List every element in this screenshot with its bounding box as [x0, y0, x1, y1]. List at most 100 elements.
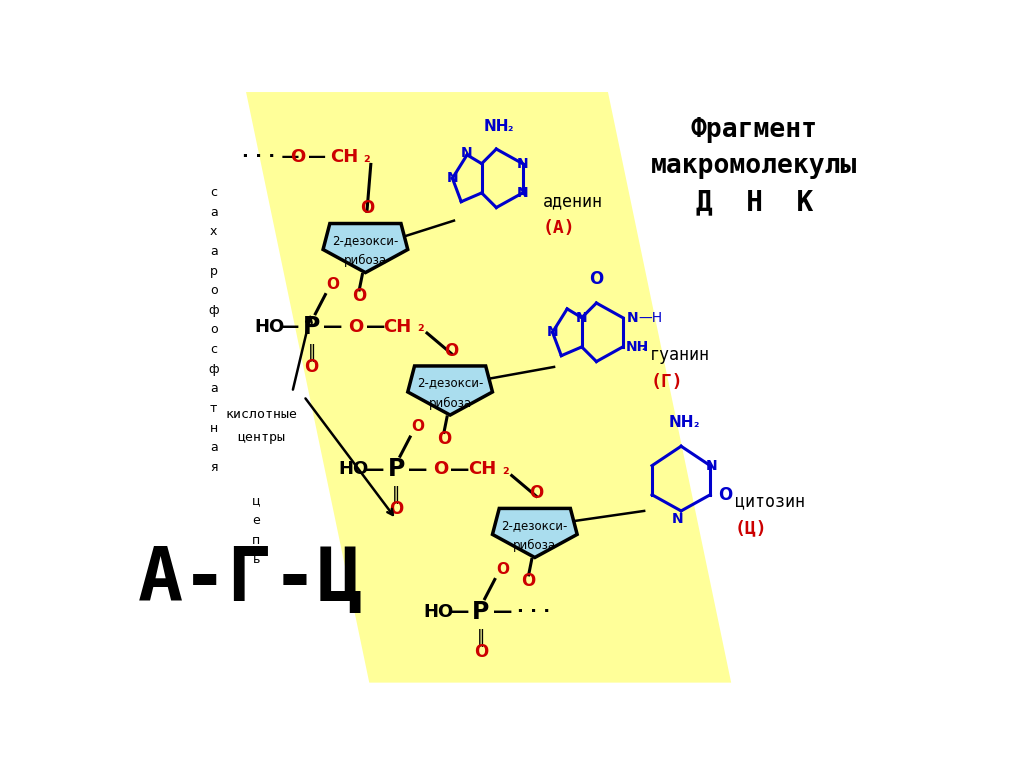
Text: макромолекулы: макромолекулы: [651, 153, 857, 179]
Text: O: O: [521, 572, 536, 590]
Text: а: а: [210, 206, 217, 219]
Text: е: е: [252, 514, 260, 527]
Text: N: N: [461, 146, 473, 160]
Text: O: O: [444, 342, 459, 360]
Text: ь: ь: [252, 553, 260, 566]
Text: P: P: [303, 315, 321, 339]
Text: (Г): (Г): [650, 374, 683, 391]
Text: —: —: [366, 318, 385, 337]
Text: ‖: ‖: [392, 486, 400, 504]
Text: O: O: [433, 460, 449, 479]
Polygon shape: [493, 509, 578, 558]
Text: N: N: [706, 459, 718, 472]
Text: O: O: [290, 149, 305, 166]
Text: O: O: [389, 500, 403, 518]
Text: N: N: [575, 311, 588, 324]
Text: CH: CH: [330, 149, 358, 166]
Text: ₂: ₂: [642, 342, 646, 352]
Text: Д  Н  К: Д Н К: [695, 188, 813, 216]
Text: —: —: [324, 318, 343, 337]
Text: цитозин: цитозин: [735, 492, 805, 511]
Text: O: O: [589, 271, 603, 288]
Text: н: н: [210, 422, 218, 435]
Text: п: п: [252, 534, 260, 547]
Text: (А): (А): [543, 219, 575, 237]
Text: · · · —: · · · —: [243, 149, 300, 166]
Text: N: N: [627, 311, 639, 324]
Text: А-Г-Ц: А-Г-Ц: [138, 544, 364, 617]
Text: N: N: [446, 171, 458, 186]
Text: —: —: [451, 460, 470, 479]
Text: HO: HO: [339, 460, 369, 479]
Text: CH: CH: [384, 318, 412, 336]
Text: рибоза: рибоза: [429, 397, 472, 410]
Polygon shape: [246, 92, 731, 683]
Text: N: N: [517, 156, 528, 170]
Text: рибоза: рибоза: [513, 539, 556, 552]
Text: ‖: ‖: [477, 629, 485, 647]
Text: —: —: [308, 149, 326, 166]
Text: O: O: [359, 199, 374, 217]
Text: —: —: [493, 602, 512, 621]
Text: с: с: [210, 343, 217, 356]
Text: P: P: [472, 600, 489, 624]
Text: N: N: [547, 325, 558, 339]
Text: о: о: [210, 324, 217, 337]
Text: х: х: [210, 225, 217, 239]
Text: ‖: ‖: [307, 344, 315, 362]
Text: —: —: [409, 460, 427, 479]
Text: · · ·: · · ·: [517, 603, 550, 621]
Text: NH: NH: [626, 340, 649, 354]
Text: р: р: [210, 265, 218, 278]
Text: O: O: [496, 562, 509, 577]
Text: —: —: [450, 602, 469, 621]
Text: CH: CH: [468, 460, 497, 479]
Text: я: я: [210, 461, 217, 474]
Text: с: с: [210, 186, 217, 199]
Text: 2-дезокси-: 2-дезокси-: [417, 377, 483, 390]
Text: —: —: [281, 318, 300, 337]
Text: N: N: [517, 186, 528, 200]
Text: ф: ф: [209, 304, 219, 317]
Text: а: а: [210, 382, 217, 395]
Text: O: O: [412, 420, 424, 434]
Text: N: N: [672, 512, 684, 526]
Text: ₂: ₂: [502, 462, 509, 477]
Text: ф: ф: [209, 363, 219, 376]
Text: —: —: [365, 460, 384, 479]
Text: O: O: [437, 430, 452, 447]
Polygon shape: [408, 366, 493, 415]
Text: аденин: аденин: [543, 193, 602, 210]
Text: O: O: [529, 484, 544, 502]
Text: O: O: [474, 643, 488, 661]
Text: NH: NH: [669, 415, 694, 430]
Text: а: а: [210, 245, 217, 258]
Text: кислотные: кислотные: [225, 408, 297, 421]
Text: P: P: [387, 457, 404, 482]
Text: гуанин: гуанин: [650, 347, 711, 364]
Text: рибоза: рибоза: [344, 254, 387, 267]
Text: O: O: [352, 287, 367, 305]
Text: 2-дезокси-: 2-дезокси-: [332, 234, 398, 247]
Text: т: т: [210, 402, 217, 415]
Text: O: O: [304, 358, 318, 376]
Text: ₂: ₂: [418, 319, 424, 334]
Text: ц: ц: [252, 495, 260, 507]
Text: O: O: [348, 318, 364, 336]
Text: O: O: [327, 277, 340, 292]
Text: —H: —H: [639, 311, 663, 324]
Text: HO: HO: [254, 318, 285, 336]
Text: (Ц): (Ц): [735, 519, 768, 538]
Text: ₂: ₂: [364, 150, 371, 165]
Polygon shape: [323, 223, 408, 272]
Text: O: O: [718, 486, 732, 504]
Text: HO: HO: [424, 603, 454, 621]
Text: ₂: ₂: [693, 417, 698, 430]
Text: ₂: ₂: [508, 121, 513, 134]
Text: а: а: [210, 441, 217, 454]
Text: о: о: [210, 284, 217, 297]
Text: NH: NH: [483, 120, 509, 134]
Text: центры: центры: [238, 431, 286, 444]
Text: Фрагмент: Фрагмент: [691, 117, 818, 143]
Text: 2-дезокси-: 2-дезокси-: [502, 519, 568, 532]
